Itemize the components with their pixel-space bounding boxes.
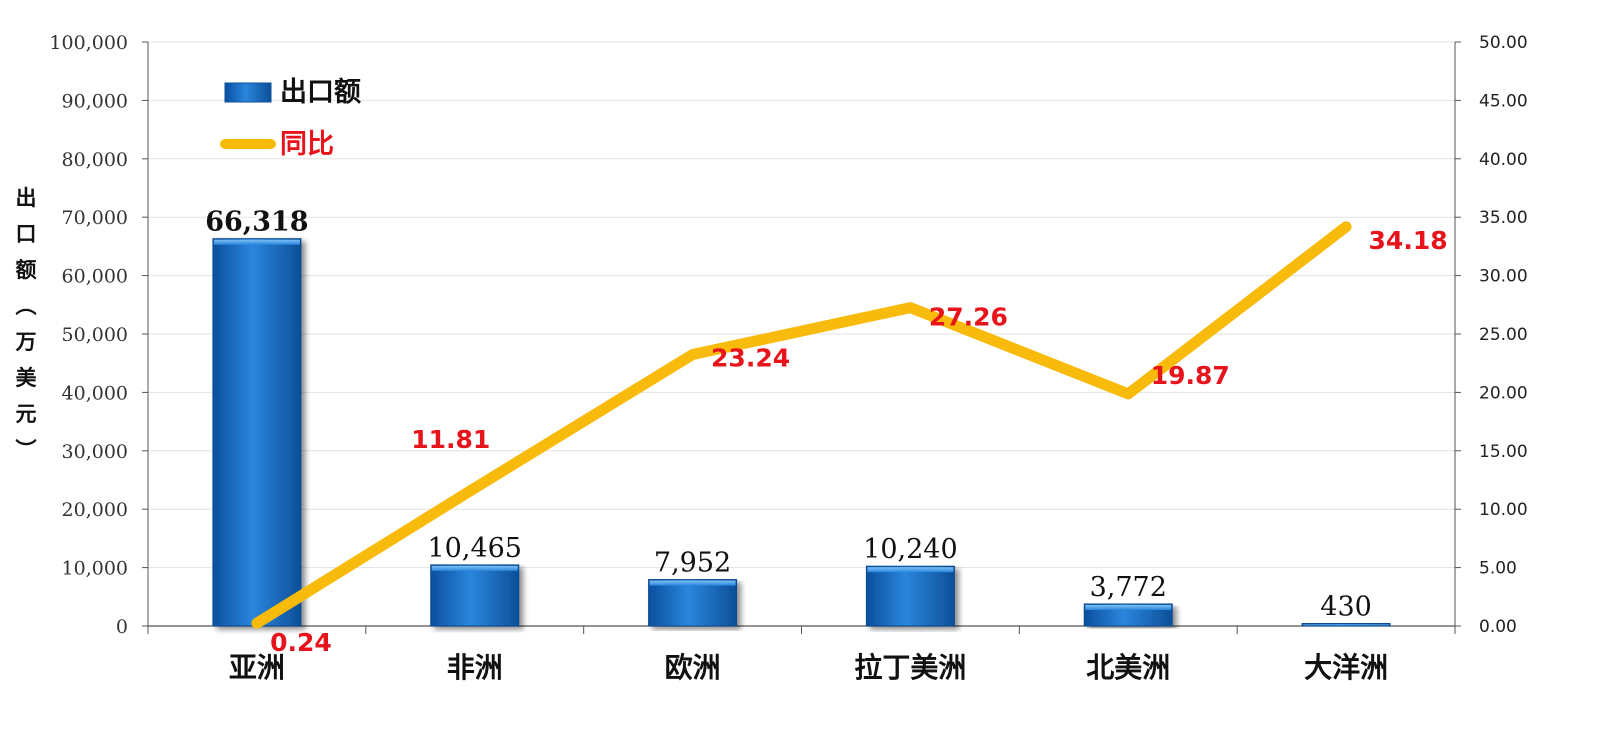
y-tick-label: 50,000 xyxy=(62,324,128,346)
y2-tick-label: 10.00 xyxy=(1479,500,1528,520)
y2-axis-ticks: 0.00 5.00 10.00 15.00 20.00 25.00 30.00 35.00 40… xyxy=(1479,33,1528,637)
bar-highlight xyxy=(1303,624,1390,626)
line-value-label: 19.87 xyxy=(1151,361,1230,390)
y-tick-label: 10,000 xyxy=(62,558,128,580)
line-point xyxy=(691,353,694,356)
x-axis-ticks: 亚洲 非洲 欧洲 拉丁美洲 北美洲 大洋洲 xyxy=(229,651,1388,684)
y-axis-label-char: ） xyxy=(13,439,38,460)
y2-tick-label: 30.00 xyxy=(1479,267,1528,287)
bar-body xyxy=(865,565,955,627)
bar-body xyxy=(430,564,520,627)
bar xyxy=(1301,622,1391,627)
y-tick-label: 0 xyxy=(116,616,128,638)
y-axis-label-char: 出 xyxy=(16,185,37,210)
line-value-label: 0.24 xyxy=(270,628,332,657)
bar xyxy=(865,565,955,627)
y2-tick-label: 5.00 xyxy=(1479,559,1517,579)
y-axis-label-char: 万 xyxy=(15,329,37,354)
y-axis-label-char: 额 xyxy=(16,257,37,282)
x-tick-label: 非洲 xyxy=(447,651,503,684)
line-value-label: 34.18 xyxy=(1369,226,1448,255)
legend: 出口额 同比 xyxy=(220,77,361,160)
bar xyxy=(430,564,520,627)
y-axis-label-char: 美 xyxy=(16,365,37,390)
line-point xyxy=(909,306,912,309)
bar-value-label: 10,240 xyxy=(863,534,957,565)
y2-tick-label: 0.00 xyxy=(1479,617,1517,637)
y2-tick-label: 20.00 xyxy=(1479,383,1528,403)
line-point xyxy=(255,622,258,625)
legend-line-label: 同比 xyxy=(280,129,334,160)
bar-body xyxy=(648,579,738,627)
y-tick-label: 80,000 xyxy=(62,149,128,171)
bar xyxy=(648,579,738,627)
line-point xyxy=(473,487,476,490)
x-tick-label: 拉丁美洲 xyxy=(854,651,966,684)
bar-highlight xyxy=(649,580,736,586)
y-axis-label-char: 元 xyxy=(16,401,37,426)
y2-tick-label: 50.00 xyxy=(1479,33,1528,53)
line-point xyxy=(1127,392,1130,395)
y2-tick-label: 25.00 xyxy=(1479,325,1528,345)
bar-value-label: 10,465 xyxy=(428,533,522,564)
y-tick-label: 100,000 xyxy=(49,32,128,54)
x-tick-label: 亚洲 xyxy=(229,651,285,684)
y-axis-ticks: 0 10,000 20,000 30,000 40,000 50,000 60,000 70,… xyxy=(49,32,128,638)
y-axis-label: 出口额 （ 万美元 ） xyxy=(13,185,38,460)
line-data-labels: 0.24 11.81 23.24 27.26 19.87 34.18 xyxy=(270,226,1448,657)
y-tick-label: 90,000 xyxy=(62,90,128,112)
y-tick-label: 60,000 xyxy=(62,266,128,288)
bar-value-label: 7,952 xyxy=(654,548,731,579)
bar-data-labels: 66,318 10,465 7,952 10,240 3,772 430 xyxy=(205,207,1372,623)
bar-value-label: 430 xyxy=(1320,591,1372,622)
y-tick-label: 70,000 xyxy=(62,207,128,229)
y-tick-label: 40,000 xyxy=(62,382,128,404)
x-tick-label: 欧洲 xyxy=(665,651,721,684)
bar-value-label: 66,318 xyxy=(205,207,308,238)
y-axis-label-char: 口 xyxy=(16,221,37,246)
line-value-label: 27.26 xyxy=(929,303,1008,332)
legend-bar-label: 出口额 xyxy=(280,77,361,108)
bar-highlight xyxy=(867,567,954,573)
x-tick-label: 北美洲 xyxy=(1086,651,1170,684)
x-tick-label: 大洋洲 xyxy=(1304,651,1388,684)
axes xyxy=(142,41,1461,634)
line-value-label: 11.81 xyxy=(411,425,490,454)
y-tick-label: 20,000 xyxy=(62,499,128,521)
legend-bar-swatch xyxy=(224,82,272,103)
bar-highlight xyxy=(213,239,300,245)
bar-series xyxy=(212,238,1391,627)
line-point xyxy=(1345,225,1348,228)
bar-body xyxy=(212,238,302,627)
gridlines xyxy=(148,41,1455,569)
bar xyxy=(1083,603,1173,627)
y2-tick-label: 15.00 xyxy=(1479,442,1528,462)
y-axis-label-char: （ xyxy=(13,295,38,316)
y2-tick-label: 35.00 xyxy=(1479,208,1528,228)
line-value-label: 23.24 xyxy=(711,344,790,373)
y2-tick-label: 45.00 xyxy=(1479,91,1528,111)
bar-highlight xyxy=(1085,604,1172,610)
line-series xyxy=(251,221,1352,629)
bar-value-label: 3,772 xyxy=(1090,572,1167,603)
y-tick-label: 30,000 xyxy=(62,441,128,463)
bar-highlight xyxy=(431,565,518,571)
bar xyxy=(212,238,302,627)
y2-tick-label: 40.00 xyxy=(1479,150,1528,170)
line-path xyxy=(251,221,1352,629)
